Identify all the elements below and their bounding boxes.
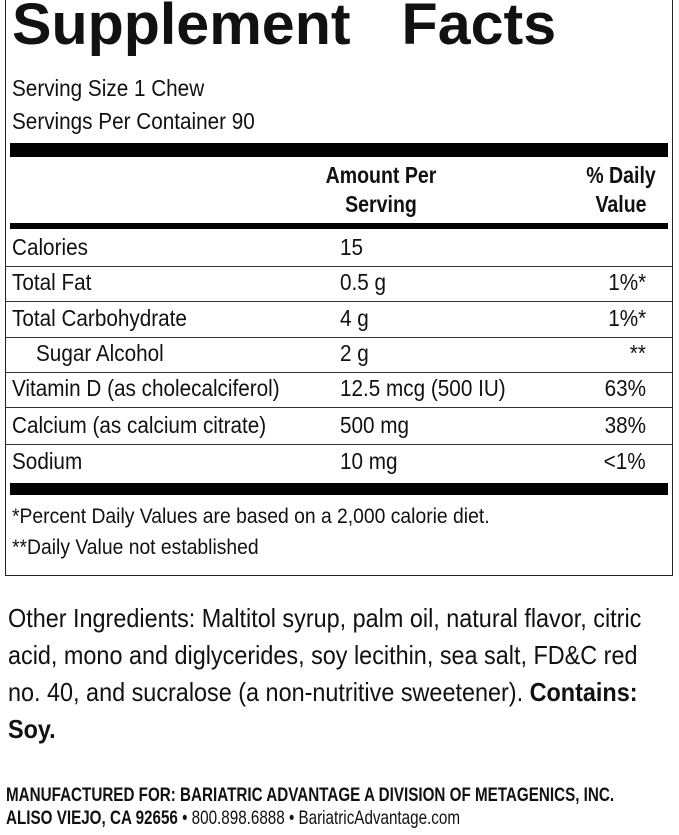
nutrient-amount: 2 g (340, 340, 369, 366)
table-row: Calories 15 (6, 230, 672, 267)
nutrient-amount: 10 mg (340, 448, 398, 474)
address-line: ALISO VIEJO, CA 92656 • 800.898.6888 • B… (6, 807, 460, 830)
manufacturer: MANUFACTURED FOR: BARIATRIC ADVANTAGE A … (6, 784, 615, 806)
title-word: Facts (401, 0, 557, 57)
nutrient-amount: 4 g (340, 305, 369, 331)
nutrient-name: Total Carbohydrate (12, 305, 187, 331)
nutrient-dv: 1%* (608, 305, 646, 331)
phone: 800.898.6888 (191, 807, 285, 829)
allergen-statement: Contains: Soy. (8, 677, 638, 744)
table-row: Total Carbohydrate 4 g 1%* (6, 301, 672, 338)
table-row: Sugar Alcohol 2 g ** (6, 336, 672, 373)
table-row: Total Fat 0.5 g 1%* (6, 265, 672, 302)
panel-title: Supplement Facts (12, 0, 556, 58)
header-divider (10, 223, 668, 229)
header-line: Serving (345, 191, 417, 217)
separator: • (182, 807, 188, 829)
table-row: Vitamin D (as cholecalciferol) 12.5 mcg (… (6, 371, 672, 408)
website: BariatricAdvantage.com (298, 807, 460, 829)
footnote: *Percent Daily Values are based on a 2,0… (12, 505, 490, 528)
separator: • (288, 807, 295, 829)
nutrient-name: Calcium (as calcium citrate) (12, 412, 267, 438)
nutrient-name: Sodium (12, 448, 83, 474)
nutrient-dv: 38% (604, 412, 646, 438)
header-line: Value (595, 191, 647, 217)
city: ALISO VIEJO, CA 92656 (6, 807, 178, 829)
thick-divider (10, 143, 668, 157)
nutrient-amount: 0.5 g (340, 269, 387, 295)
nutrient-name: Sugar Alcohol (36, 340, 164, 366)
title-word: Supplement (12, 0, 351, 57)
nutrient-name: Calories (12, 234, 88, 260)
table-row: Sodium 10 mg <1% (6, 444, 672, 480)
supplement-facts-panel: Supplement Facts Serving Size 1 Chew Serv… (5, 0, 673, 576)
header-line: Amount Per (325, 162, 437, 188)
amount-header: Amount Per Serving (317, 161, 445, 219)
other-ingredients: Other Ingredients: Maltitol syrup, palm … (8, 600, 656, 748)
nutrient-dv: 63% (604, 375, 646, 401)
nutrient-dv: ** (629, 340, 646, 366)
serving-size: Serving Size 1 Chew (12, 75, 205, 101)
header-line: % Daily (586, 162, 656, 188)
servings-per-container: Servings Per Container 90 (12, 108, 255, 134)
nutrient-amount: 500 mg (340, 412, 410, 438)
nutrient-name: Total Fat (12, 269, 92, 295)
nutrient-name: Vitamin D (as cholecalciferol) (12, 375, 280, 401)
ingredients-text: Other Ingredients: Maltitol syrup, palm … (8, 603, 642, 707)
table-row: Calcium (as calcium citrate) 500 mg 38% (6, 408, 672, 445)
dv-header: % Daily Value (574, 161, 668, 219)
nutrient-dv: 1%* (608, 269, 646, 295)
nutrient-dv: <1% (603, 448, 646, 474)
nutrient-amount: 15 (340, 234, 364, 260)
thick-divider (10, 483, 668, 495)
footnote: **Daily Value not established (12, 536, 259, 559)
nutrient-amount: 12.5 mcg (500 IU) (340, 375, 506, 401)
